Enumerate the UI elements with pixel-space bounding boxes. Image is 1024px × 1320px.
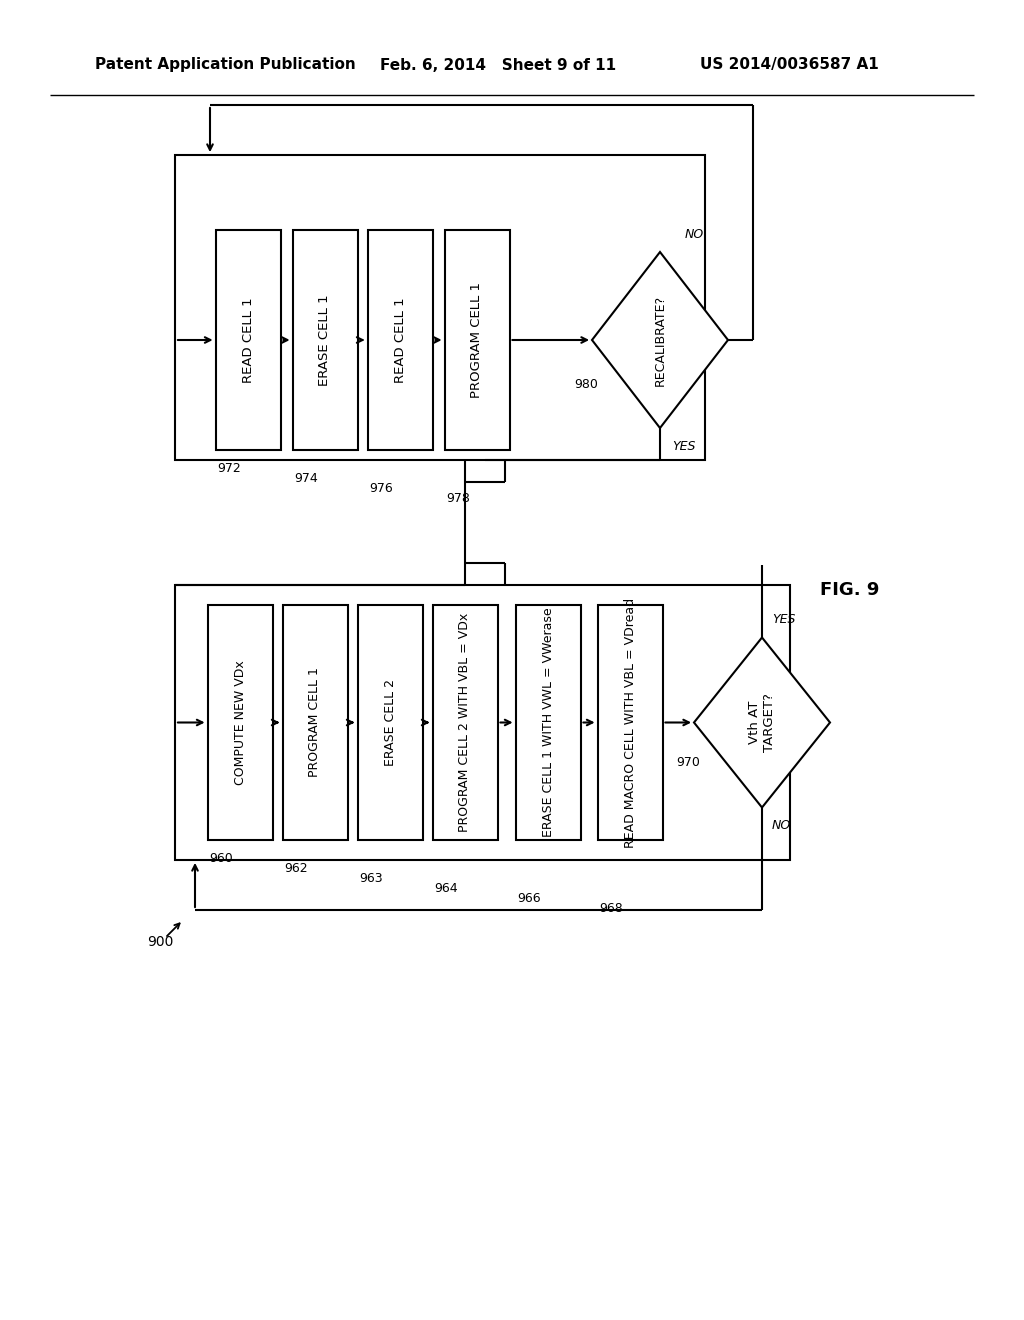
Text: 960: 960: [210, 851, 233, 865]
Polygon shape: [694, 638, 830, 808]
FancyBboxPatch shape: [283, 605, 347, 840]
FancyBboxPatch shape: [175, 585, 790, 861]
FancyBboxPatch shape: [215, 230, 281, 450]
Text: 974: 974: [295, 473, 318, 484]
Text: READ CELL 1: READ CELL 1: [242, 297, 255, 383]
Text: READ MACRO CELL WITH VBL = VDread: READ MACRO CELL WITH VBL = VDread: [624, 598, 637, 847]
Text: COMPUTE NEW VDx: COMPUTE NEW VDx: [233, 660, 247, 785]
Text: 972: 972: [217, 462, 242, 475]
Text: 963: 963: [359, 873, 383, 884]
Text: ERASE CELL 1: ERASE CELL 1: [318, 294, 332, 385]
FancyBboxPatch shape: [208, 605, 272, 840]
FancyBboxPatch shape: [368, 230, 432, 450]
Text: NO: NO: [684, 227, 703, 240]
Text: 976: 976: [370, 482, 393, 495]
Text: Feb. 6, 2014   Sheet 9 of 11: Feb. 6, 2014 Sheet 9 of 11: [380, 58, 616, 73]
Text: 964: 964: [434, 882, 458, 895]
FancyBboxPatch shape: [597, 605, 663, 840]
Text: YES: YES: [772, 612, 796, 626]
FancyBboxPatch shape: [515, 605, 581, 840]
FancyBboxPatch shape: [357, 605, 423, 840]
FancyBboxPatch shape: [432, 605, 498, 840]
Text: RECALIBRATE?: RECALIBRATE?: [653, 294, 667, 385]
Text: 980: 980: [574, 379, 598, 392]
Text: YES: YES: [672, 440, 695, 453]
Text: 968: 968: [599, 902, 624, 915]
Polygon shape: [592, 252, 728, 428]
Text: 970: 970: [676, 756, 699, 770]
FancyBboxPatch shape: [444, 230, 510, 450]
Text: PROGRAM CELL 2 WITH VBL = VDx: PROGRAM CELL 2 WITH VBL = VDx: [459, 612, 471, 832]
FancyBboxPatch shape: [175, 154, 705, 459]
Text: Patent Application Publication: Patent Application Publication: [95, 58, 355, 73]
Text: 962: 962: [285, 862, 308, 875]
Text: 966: 966: [517, 892, 541, 906]
Text: FIG. 9: FIG. 9: [820, 581, 880, 599]
Text: 978: 978: [446, 492, 470, 506]
Text: Vth AT
TARGET?: Vth AT TARGET?: [748, 693, 776, 752]
Text: 900: 900: [146, 935, 173, 949]
Text: NO: NO: [772, 818, 792, 832]
Text: READ CELL 1: READ CELL 1: [393, 297, 407, 383]
FancyBboxPatch shape: [293, 230, 357, 450]
Text: US 2014/0036587 A1: US 2014/0036587 A1: [700, 58, 879, 73]
Text: PROGRAM CELL 1: PROGRAM CELL 1: [308, 668, 322, 777]
Text: PROGRAM CELL 1: PROGRAM CELL 1: [470, 282, 483, 399]
Text: ERASE CELL 1 WITH VWL = VWerase: ERASE CELL 1 WITH VWL = VWerase: [542, 607, 555, 837]
Text: ERASE CELL 2: ERASE CELL 2: [384, 678, 396, 766]
